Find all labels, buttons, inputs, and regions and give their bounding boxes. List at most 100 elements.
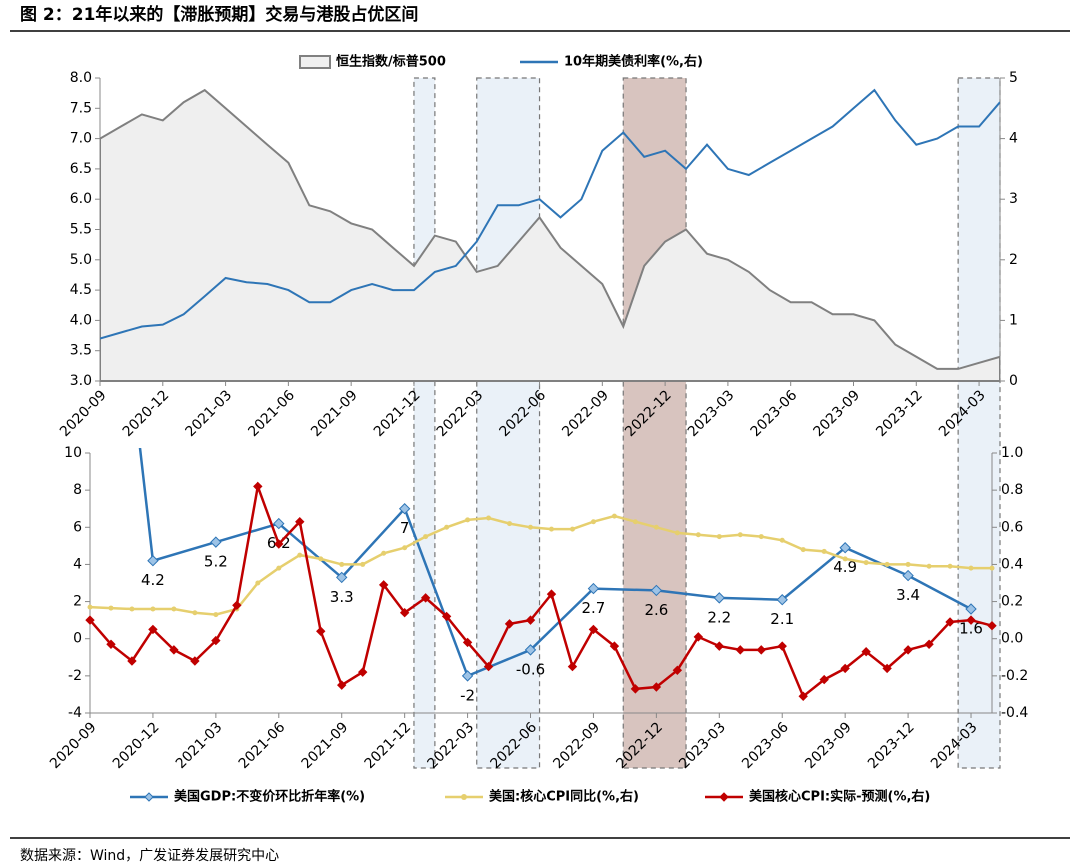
- marker: [295, 517, 305, 527]
- marker: [650, 584, 663, 597]
- y-tick-label: 5.5: [70, 222, 92, 238]
- marker: [821, 548, 827, 554]
- marker: [798, 691, 808, 701]
- marker: [695, 532, 701, 538]
- x-tick-label: 2023-06: [739, 719, 792, 772]
- marker: [714, 641, 725, 651]
- y-tick-label: 3.0: [70, 373, 92, 389]
- marker: [842, 556, 848, 562]
- marker: [777, 641, 787, 651]
- y-tick-label: 0: [73, 631, 82, 647]
- marker: [213, 612, 219, 618]
- highlight-period: [622, 77, 687, 769]
- marker: [339, 561, 345, 567]
- y2-tick-label: 0.8: [1001, 482, 1023, 498]
- marker: [444, 524, 450, 530]
- x-tick-label: 2023-06: [748, 387, 801, 440]
- y2-tick-label: 0.4: [1001, 556, 1023, 572]
- y-tick-label: 4.5: [70, 282, 92, 298]
- marker: [905, 561, 911, 567]
- marker: [800, 547, 806, 553]
- data-label: 3.4: [896, 586, 920, 604]
- data-label: -2: [460, 686, 475, 704]
- marker: [420, 593, 431, 603]
- x-tick-label: 2022-09: [559, 387, 612, 440]
- y-tick-label: 6.0: [70, 191, 92, 207]
- marker: [968, 565, 974, 571]
- y2-tick-label: 4: [1009, 131, 1018, 147]
- y2-tick-label: 3: [1009, 191, 1018, 207]
- y-tick-label: 8.0: [70, 70, 92, 86]
- x-tick-label: 2021-06: [245, 387, 298, 440]
- marker: [987, 621, 997, 631]
- y-tick-label: 7.0: [70, 131, 92, 147]
- marker: [926, 563, 932, 569]
- marker: [528, 524, 534, 530]
- data-label: 4.9: [833, 558, 857, 576]
- x-tick-label: 2021-09: [299, 719, 352, 772]
- legend-label: 美国GDP:不变价环比折年率(%): [174, 789, 365, 805]
- marker: [360, 561, 366, 567]
- marker: [609, 641, 620, 651]
- marker: [693, 632, 704, 642]
- y2-tick-label: -0.2: [1001, 668, 1028, 684]
- marker: [884, 561, 890, 567]
- marker: [255, 580, 261, 586]
- marker: [524, 644, 537, 656]
- marker: [108, 605, 114, 611]
- marker: [819, 674, 829, 685]
- marker: [210, 536, 222, 548]
- marker: [947, 563, 953, 569]
- y2-tick-label: 0.2: [1001, 594, 1023, 610]
- marker: [945, 617, 955, 627]
- x-tick-label: 2021-03: [173, 719, 226, 772]
- x-tick-label: 2022-09: [550, 719, 603, 772]
- y2-tick-label: 2: [1009, 252, 1018, 268]
- y-tick-label: 3.5: [70, 343, 92, 359]
- data-label: 2.1: [770, 610, 794, 628]
- marker: [297, 552, 303, 558]
- legend-label: 恒生指数/标普500: [336, 54, 446, 70]
- marker: [716, 534, 722, 540]
- marker: [651, 682, 662, 692]
- marker: [190, 656, 200, 666]
- legend-marker: [144, 792, 154, 802]
- x-tick-label: 2020-09: [57, 387, 110, 440]
- marker: [924, 639, 934, 649]
- marker: [381, 550, 387, 556]
- highlight-period: [957, 77, 1001, 769]
- x-tick-label: 2021-09: [308, 387, 361, 440]
- y2-tick-label: 5: [1009, 70, 1018, 86]
- y-tick-label: -2: [68, 668, 82, 684]
- data-label: 2.6: [644, 601, 668, 619]
- x-tick-label: 2023-09: [810, 387, 863, 440]
- data-label: 7: [400, 519, 410, 537]
- data-label: 3.3: [330, 588, 354, 606]
- marker: [148, 624, 158, 635]
- marker: [507, 521, 513, 527]
- x-tick-label: 2021-03: [183, 387, 236, 440]
- data-label: 2.7: [582, 599, 606, 617]
- x-tick-label: 2023-12: [873, 387, 926, 440]
- marker: [398, 503, 411, 515]
- y-tick-label: -4: [68, 705, 82, 721]
- marker: [150, 606, 156, 612]
- title: 图 2：21年以来的【滞胀预期】交易与港股占优区间: [20, 4, 418, 25]
- marker: [337, 680, 347, 690]
- data-label: -0.6: [516, 660, 545, 678]
- marker: [462, 637, 473, 648]
- marker: [399, 608, 410, 618]
- marker: [106, 639, 116, 649]
- marker: [378, 580, 389, 590]
- legend-label: 10年期美债利率(%,右): [564, 54, 703, 70]
- x-tick-label: 2023-03: [685, 387, 738, 440]
- y-tick-label: 6: [73, 519, 82, 535]
- marker: [882, 663, 892, 674]
- marker: [632, 519, 638, 525]
- y-tick-label: 8: [73, 482, 82, 498]
- y2-tick-label: 1.0: [1001, 445, 1023, 461]
- marker: [611, 513, 617, 519]
- line: [100, 88, 1000, 340]
- marker: [316, 626, 326, 636]
